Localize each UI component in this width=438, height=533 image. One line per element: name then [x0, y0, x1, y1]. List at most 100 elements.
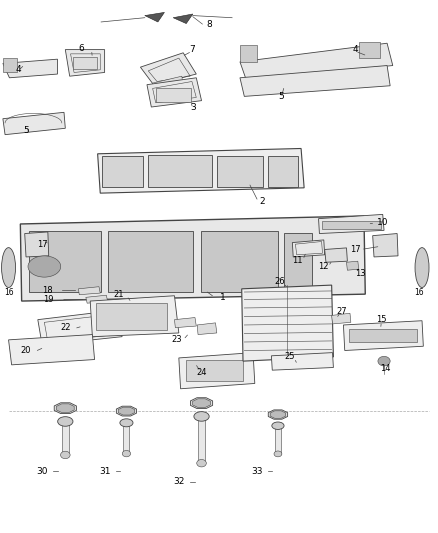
Text: 10: 10: [377, 219, 389, 228]
Bar: [268, 156, 298, 187]
Polygon shape: [147, 78, 201, 107]
Polygon shape: [240, 66, 390, 96]
Bar: [108, 231, 193, 292]
Text: 24: 24: [196, 368, 207, 377]
Text: 26: 26: [275, 277, 286, 286]
Ellipse shape: [120, 419, 133, 427]
Polygon shape: [141, 53, 196, 85]
Polygon shape: [25, 232, 49, 257]
Polygon shape: [270, 411, 286, 418]
Polygon shape: [78, 287, 100, 295]
Text: 11: 11: [292, 256, 303, 264]
Text: 17: 17: [350, 245, 360, 254]
Polygon shape: [117, 406, 137, 416]
Polygon shape: [54, 403, 76, 414]
Polygon shape: [179, 353, 255, 389]
Text: 20: 20: [21, 346, 31, 355]
Bar: [240, 45, 258, 62]
Ellipse shape: [272, 422, 284, 430]
Bar: [349, 329, 417, 342]
Text: 15: 15: [376, 315, 387, 324]
Polygon shape: [242, 285, 333, 361]
Polygon shape: [346, 261, 359, 270]
Text: 13: 13: [356, 270, 366, 278]
Text: 16: 16: [4, 287, 14, 296]
Text: 23: 23: [171, 335, 181, 344]
Bar: [284, 233, 312, 290]
Ellipse shape: [58, 417, 73, 426]
Polygon shape: [325, 248, 347, 262]
Polygon shape: [292, 240, 325, 257]
Text: 14: 14: [380, 364, 390, 373]
Polygon shape: [174, 318, 196, 328]
Bar: [359, 42, 380, 58]
Text: 30: 30: [36, 467, 48, 475]
Text: 17: 17: [37, 240, 47, 249]
Text: 5: 5: [23, 126, 29, 135]
Bar: [73, 57, 97, 69]
Polygon shape: [240, 43, 393, 79]
Text: 3: 3: [190, 102, 196, 111]
Bar: [217, 156, 263, 187]
Text: 16: 16: [414, 287, 424, 296]
Text: 18: 18: [42, 286, 53, 295]
Bar: [29, 231, 101, 292]
Polygon shape: [197, 323, 217, 335]
Polygon shape: [318, 214, 384, 233]
Ellipse shape: [60, 451, 70, 459]
Text: 21: 21: [113, 289, 124, 298]
Text: 22: 22: [60, 323, 71, 332]
Bar: [186, 360, 243, 381]
Ellipse shape: [415, 248, 429, 287]
Polygon shape: [373, 233, 398, 257]
Ellipse shape: [378, 357, 390, 366]
Polygon shape: [38, 310, 122, 345]
Text: 5: 5: [278, 92, 284, 101]
Bar: [148, 155, 212, 187]
Ellipse shape: [197, 459, 206, 467]
Polygon shape: [118, 407, 134, 415]
Bar: [275, 425, 281, 454]
Polygon shape: [272, 353, 333, 370]
Ellipse shape: [2, 248, 15, 287]
Text: 32: 32: [173, 478, 184, 486]
Text: 6: 6: [78, 44, 85, 53]
Ellipse shape: [122, 450, 131, 457]
Text: 7: 7: [189, 45, 195, 54]
Polygon shape: [20, 216, 365, 301]
Bar: [322, 221, 381, 229]
Ellipse shape: [194, 411, 209, 421]
Bar: [96, 303, 166, 330]
Polygon shape: [343, 321, 424, 351]
Bar: [124, 422, 130, 454]
Text: 25: 25: [285, 352, 295, 361]
Text: 31: 31: [100, 467, 111, 475]
Text: 1: 1: [219, 293, 226, 302]
Text: 27: 27: [336, 307, 346, 316]
Bar: [102, 156, 144, 187]
Ellipse shape: [274, 451, 282, 457]
Text: 33: 33: [252, 467, 263, 475]
Bar: [62, 421, 69, 455]
Polygon shape: [90, 296, 179, 337]
Text: 8: 8: [206, 20, 212, 29]
Polygon shape: [268, 410, 288, 419]
Text: 4: 4: [15, 66, 21, 74]
Polygon shape: [332, 313, 351, 324]
Text: 19: 19: [42, 295, 53, 304]
Polygon shape: [9, 335, 95, 365]
Polygon shape: [57, 404, 74, 413]
Polygon shape: [98, 149, 304, 193]
Bar: [201, 231, 279, 292]
Text: 2: 2: [259, 197, 265, 206]
Polygon shape: [191, 398, 212, 408]
Polygon shape: [145, 12, 164, 22]
Polygon shape: [86, 295, 108, 303]
Polygon shape: [152, 76, 183, 94]
Polygon shape: [65, 50, 105, 76]
Polygon shape: [3, 59, 57, 78]
Text: 12: 12: [318, 262, 328, 271]
Bar: [155, 88, 191, 102]
Text: 4: 4: [353, 45, 358, 54]
Polygon shape: [3, 112, 65, 135]
